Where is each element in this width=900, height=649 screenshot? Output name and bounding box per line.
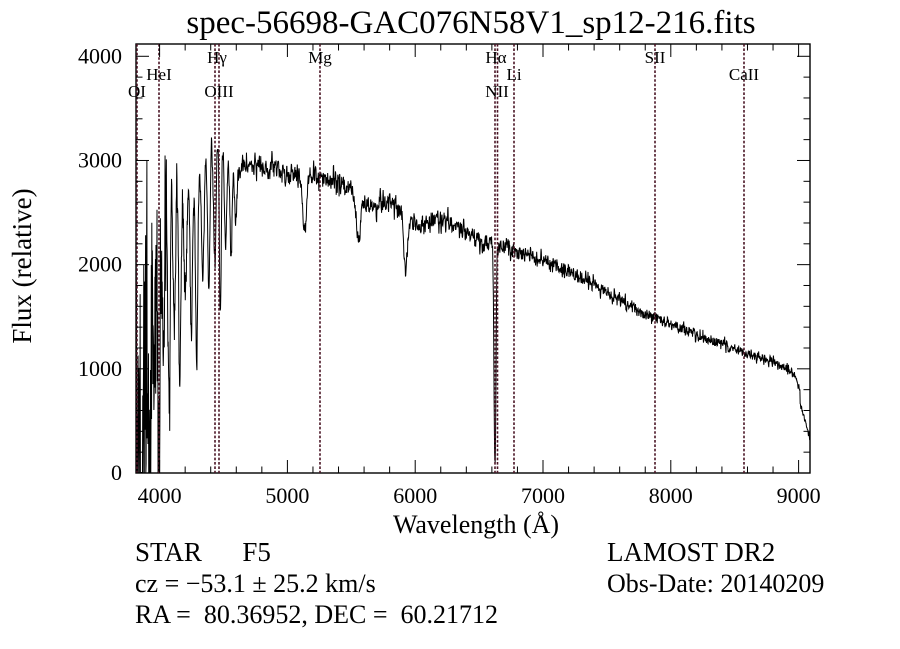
svg-text:cz = −53.1 ± 25.2 km/s: cz = −53.1 ± 25.2 km/s bbox=[135, 569, 376, 598]
svg-text:CaII: CaII bbox=[729, 65, 760, 84]
svg-text:STAR F5: STAR F5 bbox=[135, 537, 271, 567]
svg-text:2000: 2000 bbox=[78, 252, 122, 277]
svg-text:7000: 7000 bbox=[521, 483, 565, 508]
svg-text:Flux (relative): Flux (relative) bbox=[7, 188, 37, 343]
svg-text:OI: OI bbox=[128, 82, 146, 101]
svg-text:Hγ: Hγ bbox=[207, 48, 227, 67]
svg-text:Mg: Mg bbox=[308, 48, 332, 67]
svg-text:8000: 8000 bbox=[649, 483, 693, 508]
svg-text:LAMOST DR2: LAMOST DR2 bbox=[607, 537, 775, 567]
svg-text:spec-56698-GAC076N58V1_sp12-21: spec-56698-GAC076N58V1_sp12-216.fits bbox=[186, 5, 755, 41]
svg-text:5000: 5000 bbox=[265, 483, 309, 508]
svg-text:Hα: Hα bbox=[485, 48, 506, 67]
svg-text:Wavelength (Å): Wavelength (Å) bbox=[393, 510, 559, 539]
svg-text:4000: 4000 bbox=[78, 43, 122, 68]
svg-text:RA = 80.36952, DEC = 60.2171: RA = 80.36952, DEC = 60.21712 bbox=[135, 600, 498, 629]
svg-text:4000: 4000 bbox=[138, 483, 182, 508]
svg-text:SII: SII bbox=[645, 48, 666, 67]
svg-text:HeI: HeI bbox=[146, 65, 172, 84]
svg-text:NII: NII bbox=[485, 82, 509, 101]
svg-text:3000: 3000 bbox=[78, 147, 122, 172]
svg-text:Obs-Date: 20140209: Obs-Date: 20140209 bbox=[607, 569, 824, 598]
svg-text:Li: Li bbox=[506, 65, 521, 84]
svg-text:9000: 9000 bbox=[777, 483, 821, 508]
svg-text:OIII: OIII bbox=[204, 82, 234, 101]
svg-text:1000: 1000 bbox=[78, 356, 122, 381]
svg-text:0: 0 bbox=[111, 460, 122, 485]
svg-text:6000: 6000 bbox=[393, 483, 437, 508]
